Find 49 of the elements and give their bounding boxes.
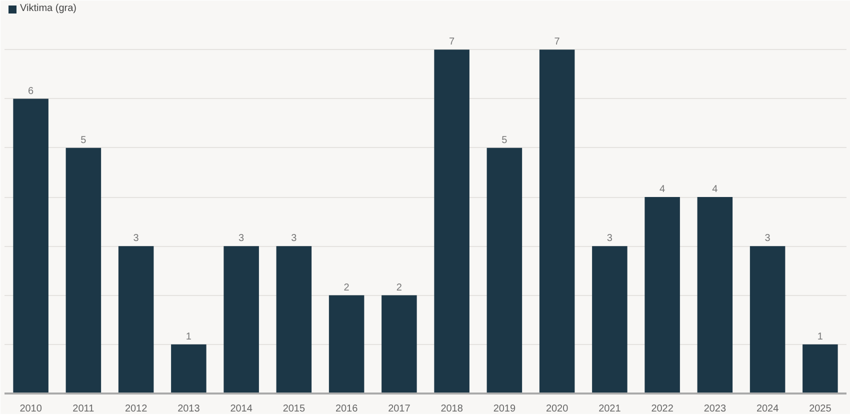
bar: [434, 50, 470, 394]
x-tick-label: 2024: [756, 404, 780, 414]
data-label: 3: [606, 233, 613, 244]
x-tick-label: 2021: [598, 404, 622, 414]
bar: [539, 50, 575, 394]
x-tick-label: 2015: [282, 404, 306, 414]
data-label: 5: [502, 134, 508, 146]
bar: [486, 148, 522, 394]
bar: [592, 246, 628, 394]
x-tick-label: 2017: [388, 404, 411, 414]
x-tick-label: 2013: [178, 404, 200, 414]
x-tick-label: 2020: [546, 404, 569, 414]
data-label: 4: [660, 184, 666, 195]
legend-label: Viktima (gra): [20, 3, 76, 14]
bar: [224, 246, 259, 394]
bar: [118, 246, 154, 394]
bar: [750, 246, 786, 394]
data-label: 6: [28, 86, 34, 97]
data-label: 3: [291, 233, 298, 244]
bar: [276, 246, 312, 394]
x-tick-label: 2011: [72, 404, 95, 414]
x-tick-label: 2025: [809, 404, 832, 414]
data-label: 1: [817, 331, 824, 342]
bar: [13, 98, 48, 394]
data-label: 3: [764, 233, 771, 244]
x-tick-label: 2022: [651, 404, 674, 414]
data-label: 5: [80, 134, 87, 146]
x-tick-label: 2016: [335, 404, 358, 414]
x-tick-label: 2012: [124, 404, 148, 414]
bar: [171, 344, 206, 394]
data-label: 2: [344, 282, 350, 294]
bar: [66, 148, 102, 394]
bar: [328, 295, 364, 394]
data-label: 7: [449, 36, 456, 48]
x-tick-label: 2010: [20, 404, 42, 414]
x-tick-label: 2023: [704, 404, 726, 414]
data-label: 3: [133, 233, 140, 244]
data-label: 4: [712, 184, 718, 195]
data-label: 7: [554, 36, 560, 48]
data-label: 3: [238, 233, 245, 244]
x-tick-label: 2014: [230, 404, 253, 414]
bar: [382, 295, 417, 394]
bar: [697, 197, 733, 394]
bar: [644, 197, 680, 394]
bar: [802, 344, 838, 394]
data-label: 2: [396, 282, 402, 294]
data-label: 1: [186, 331, 192, 342]
x-tick-label: 2019: [493, 404, 516, 414]
x-tick-label: 2018: [440, 404, 464, 414]
